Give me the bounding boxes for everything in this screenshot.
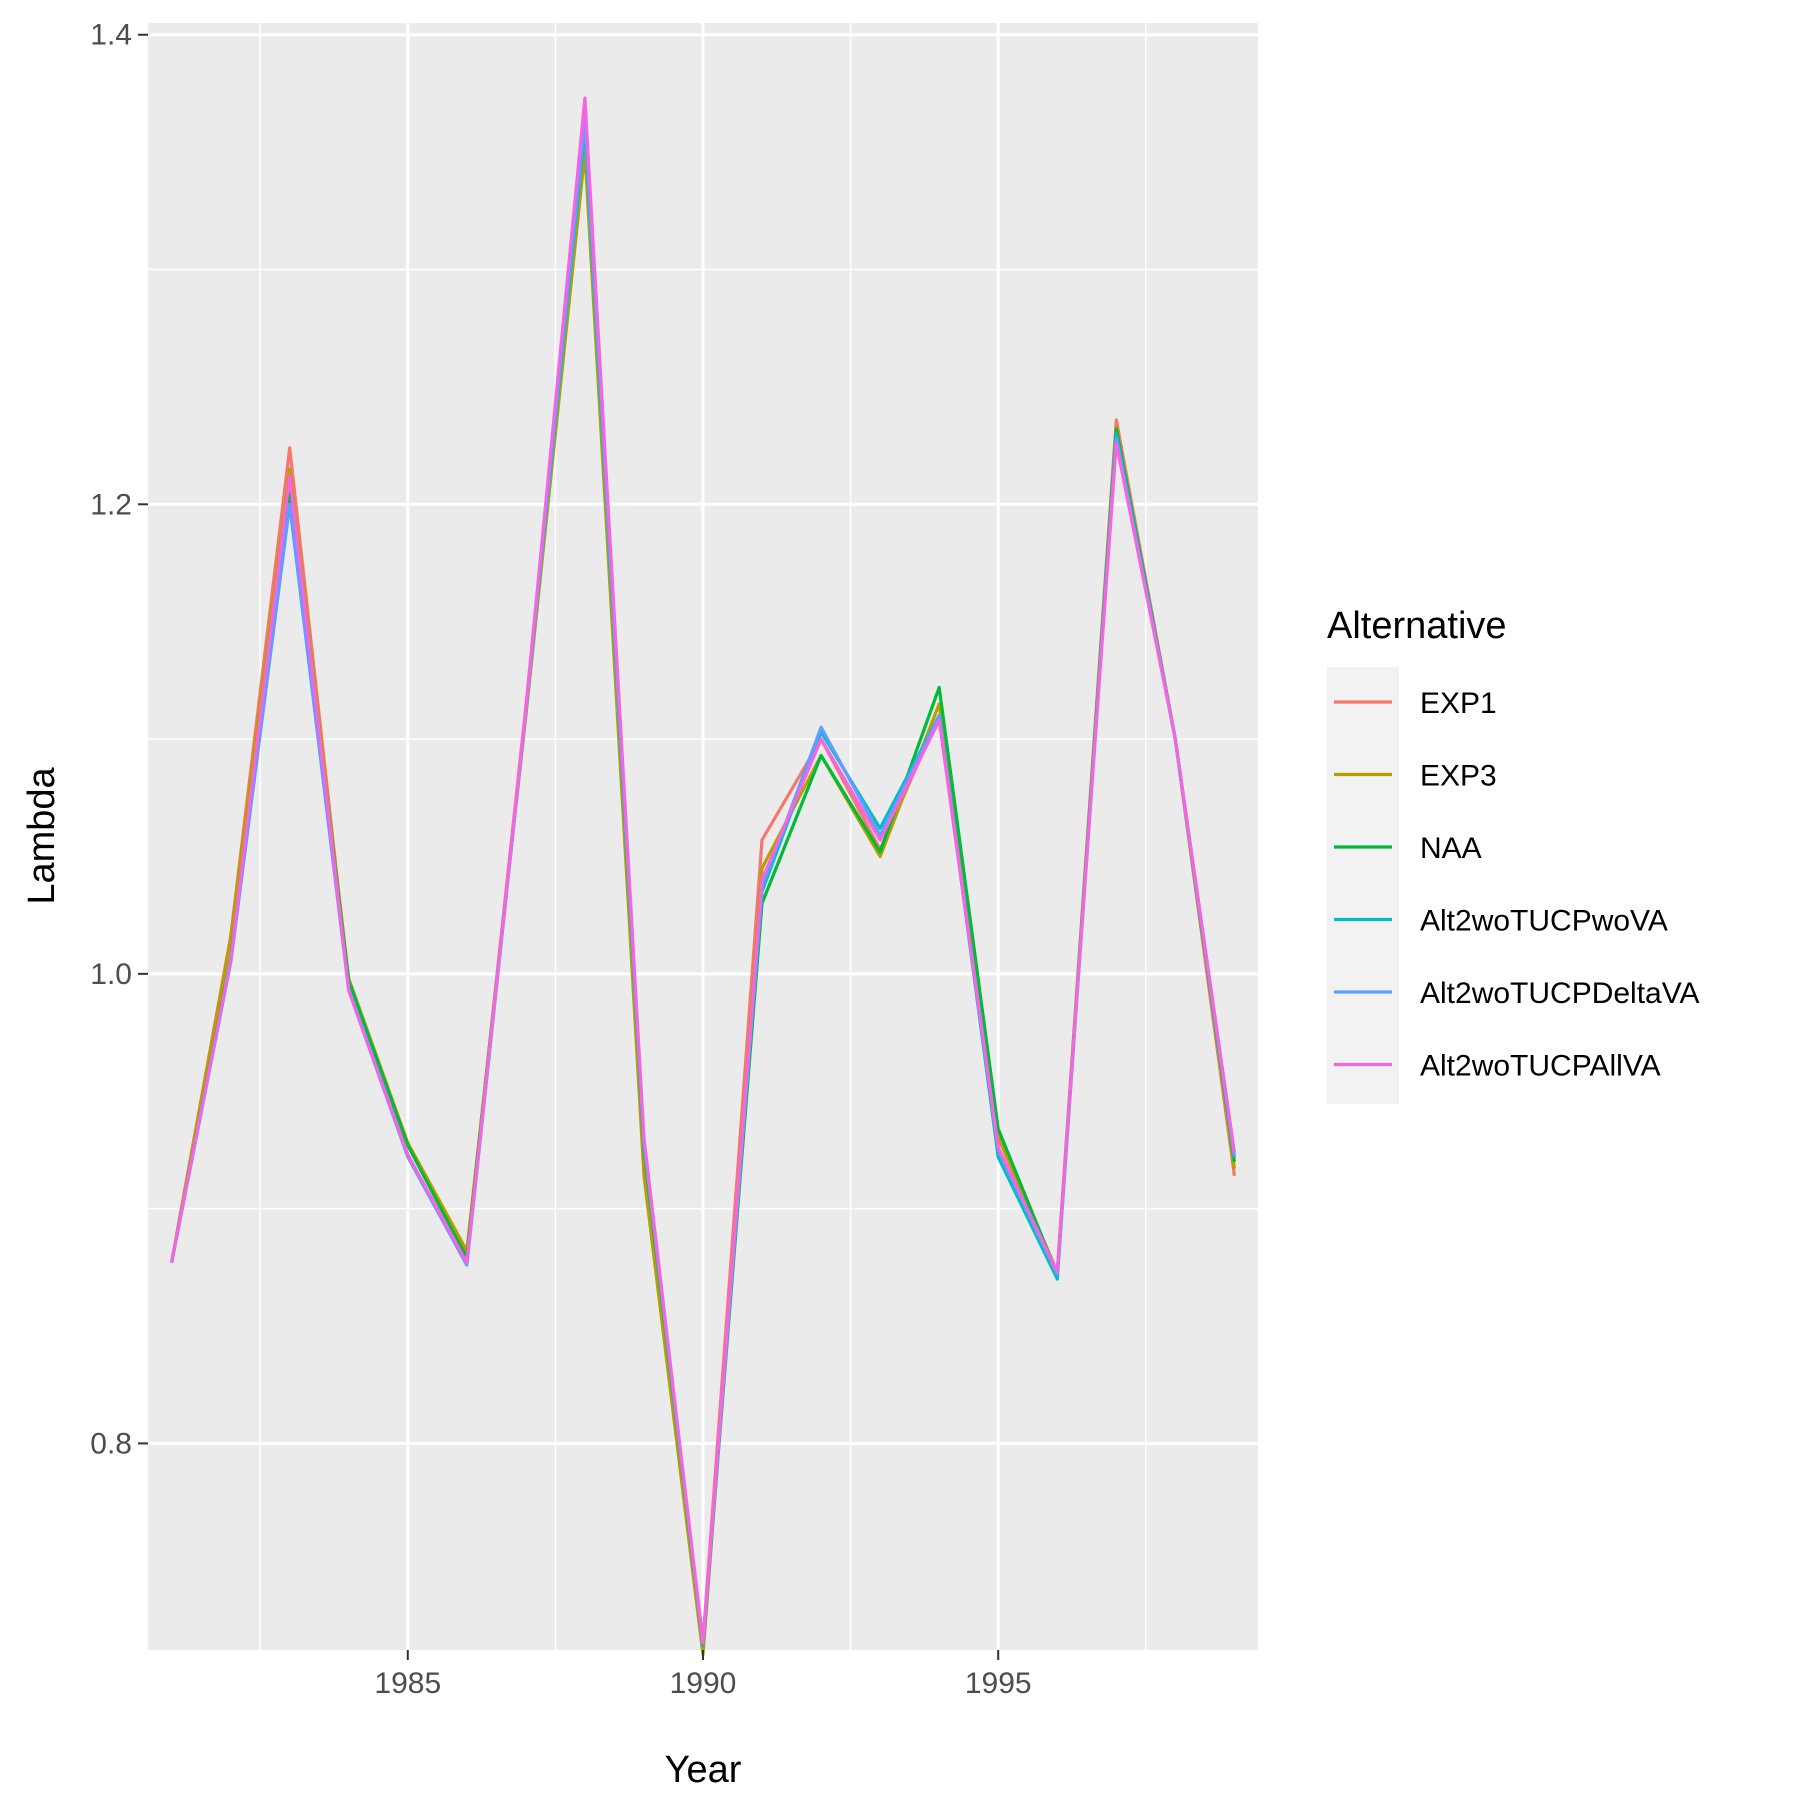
- legend-label-Alt2woTUCPAllVA: Alt2woTUCPAllVA: [1420, 1050, 1661, 1083]
- legend-label-EXP3: EXP3: [1420, 760, 1497, 793]
- legend-key-background: [1327, 667, 1399, 1104]
- x-tick-label: 1990: [670, 1667, 737, 1700]
- y-axis-title: Lambda: [21, 766, 63, 904]
- x-axis: 1985 1990 1995: [374, 1650, 1032, 1700]
- x-axis-title: Year: [665, 1749, 742, 1791]
- x-tick-label: 1995: [965, 1667, 1032, 1700]
- series-line-Alt2woTUCPAllVA: [170, 96, 1236, 1645]
- legend-label-NAA: NAA: [1420, 832, 1482, 865]
- legend-title: Alternative: [1327, 605, 1507, 647]
- legend-label-Alt2woTUCPDeltaVA: Alt2woTUCPDeltaVA: [1420, 977, 1700, 1010]
- legend-label-Alt2woTUCPwoVA: Alt2woTUCPwoVA: [1420, 905, 1668, 938]
- major-gridlines: [148, 23, 1258, 1650]
- legend: Alternative EXP1 EXP3 NAA Alt2woTUCPwoVA Alt…: [1327, 605, 1700, 1104]
- legend-label-EXP1: EXP1: [1420, 687, 1497, 720]
- x-tick-label: 1985: [374, 1667, 441, 1700]
- legend-items: EXP1 EXP3 NAA Alt2woTUCPwoVA Alt2woTUCPDelta…: [1334, 687, 1700, 1083]
- y-tick-label: 0.8: [90, 1427, 132, 1460]
- y-tick-label: 1.4: [90, 19, 132, 52]
- y-axis: 0.8 1.0 1.2 1.4: [90, 19, 148, 1460]
- y-tick-label: 1.0: [90, 958, 132, 991]
- series-lines: [170, 96, 1236, 1657]
- y-tick-label: 1.2: [90, 488, 132, 521]
